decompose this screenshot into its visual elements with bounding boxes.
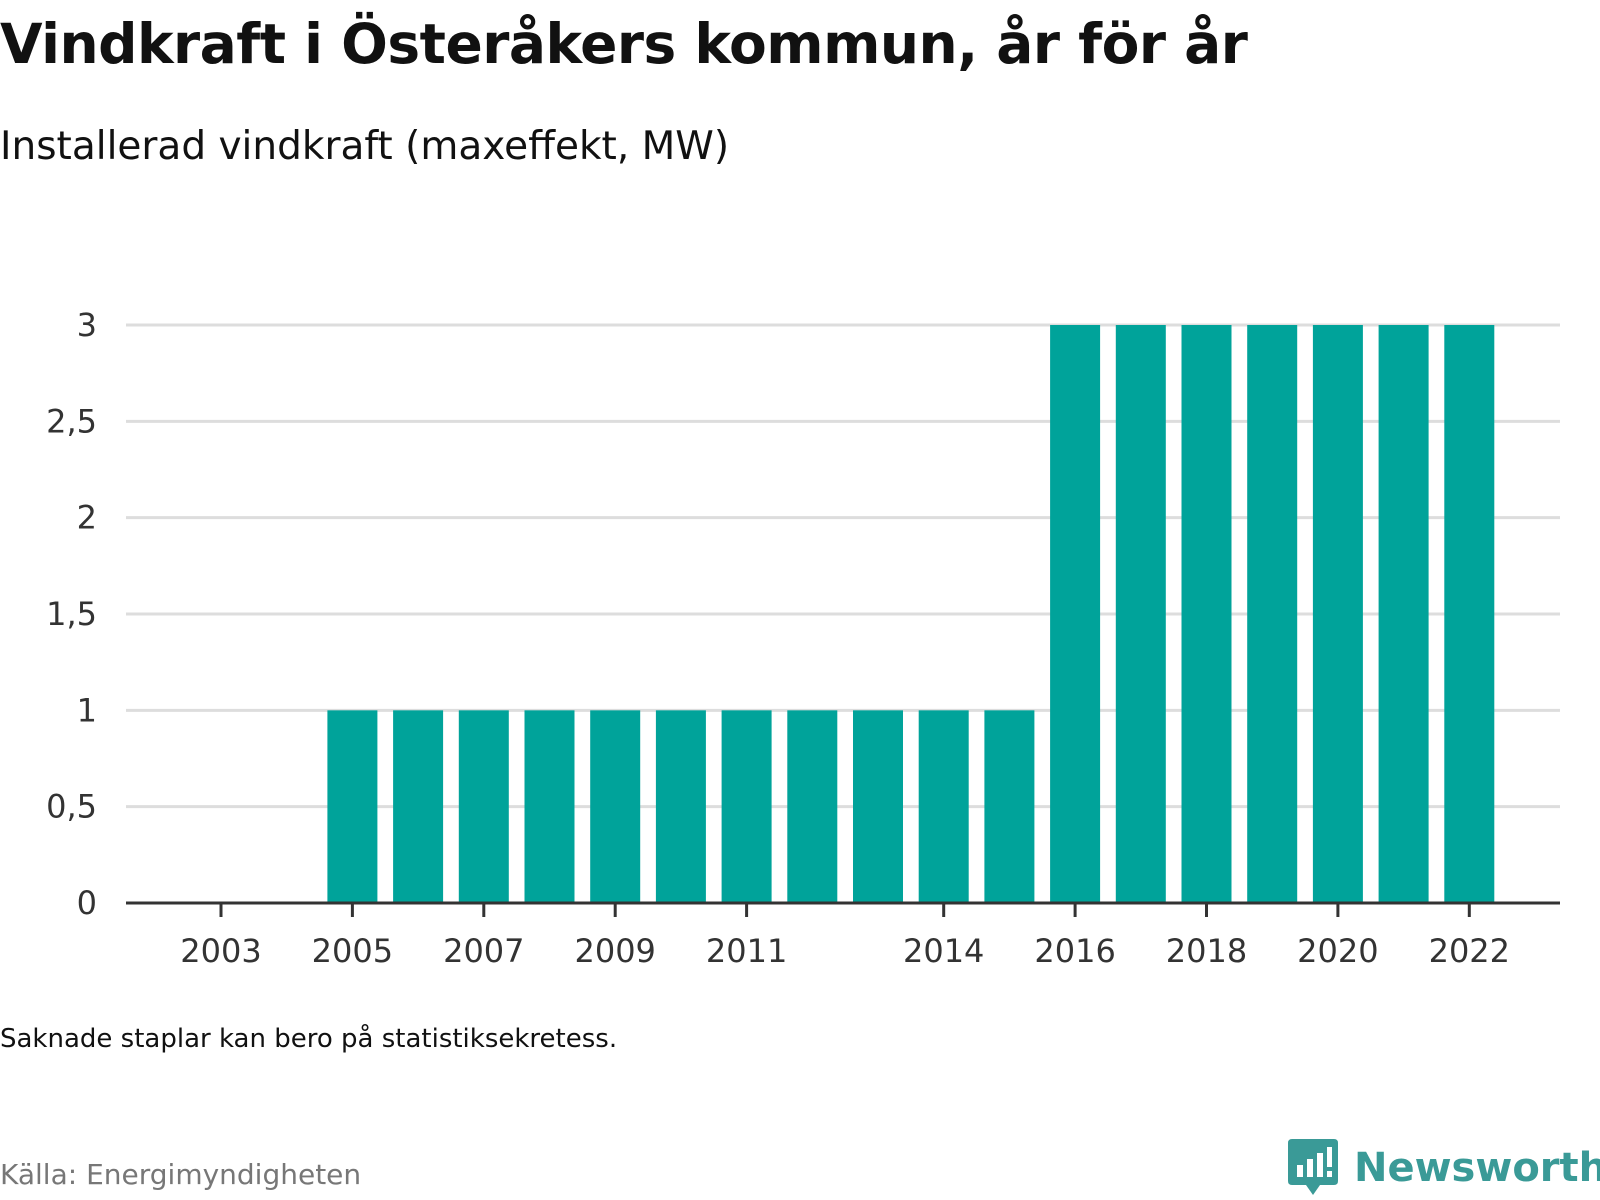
- bar-2018: [1181, 325, 1232, 903]
- newsworthy-logo: Newsworthy: [1288, 1138, 1600, 1198]
- y-tick-label: 3: [77, 306, 97, 344]
- x-tick-label: 2020: [1297, 932, 1378, 970]
- x-tick-label: 2018: [1166, 932, 1247, 970]
- bar-chart-speech-bubble-icon: [1288, 1139, 1338, 1195]
- x-tick-label: 2022: [1429, 932, 1510, 970]
- bar-2009: [590, 710, 641, 903]
- footnote: Saknade staplar kan bero på statistiksek…: [0, 1024, 618, 1054]
- bar-2008: [524, 710, 575, 903]
- bar-2022: [1444, 325, 1495, 903]
- brand-name: Newsworthy: [1354, 1145, 1600, 1191]
- x-tick-label: 2005: [312, 932, 393, 970]
- x-tick-label: 2014: [903, 932, 984, 970]
- bar-2014: [918, 710, 969, 903]
- bar-2006: [393, 710, 444, 903]
- x-tick-label: 2009: [574, 932, 655, 970]
- chart-title: Vindkraft i Österåkers kommun, år för år: [0, 12, 1248, 76]
- y-tick-label: 2,5: [46, 402, 97, 440]
- y-tick-label: 1,5: [46, 595, 97, 633]
- bar-2013: [853, 710, 903, 903]
- chart-subtitle: Installerad vindkraft (maxeffekt, MW): [0, 124, 730, 169]
- bar-2010: [655, 710, 706, 903]
- x-tick-label: 2007: [443, 932, 524, 970]
- y-tick-label: 0,5: [46, 788, 97, 826]
- bar-2005: [327, 710, 378, 903]
- bar-2020: [1312, 325, 1363, 903]
- y-tick-label: 2: [77, 499, 97, 537]
- bar-2015: [984, 710, 1035, 903]
- x-tick-label: 2016: [1034, 932, 1115, 970]
- bar-chart: 0 0,5 1 1,5 2 2,5 3 2003 2005 2007 2009 2011 2014 201…: [46, 306, 1560, 970]
- bar-2012: [787, 710, 838, 903]
- y-tick-label: 0: [77, 884, 97, 922]
- bar-2019: [1247, 325, 1298, 903]
- axes: 0 0,5 1 1,5 2 2,5 3 2003 2005 2007 2009 2011 2014 201…: [46, 306, 1560, 970]
- bar-2007: [458, 710, 509, 903]
- x-tick-label: 2003: [180, 932, 261, 970]
- bar-2011: [721, 710, 772, 903]
- bar-2017: [1115, 325, 1166, 903]
- x-tick-label: 2011: [706, 932, 787, 970]
- y-tick-label: 1: [77, 691, 97, 729]
- bars: [327, 325, 1495, 903]
- source-credit: Källa: Energimyndigheten: [0, 1158, 362, 1191]
- bar-2021: [1378, 325, 1429, 903]
- bar-2016: [1050, 325, 1101, 903]
